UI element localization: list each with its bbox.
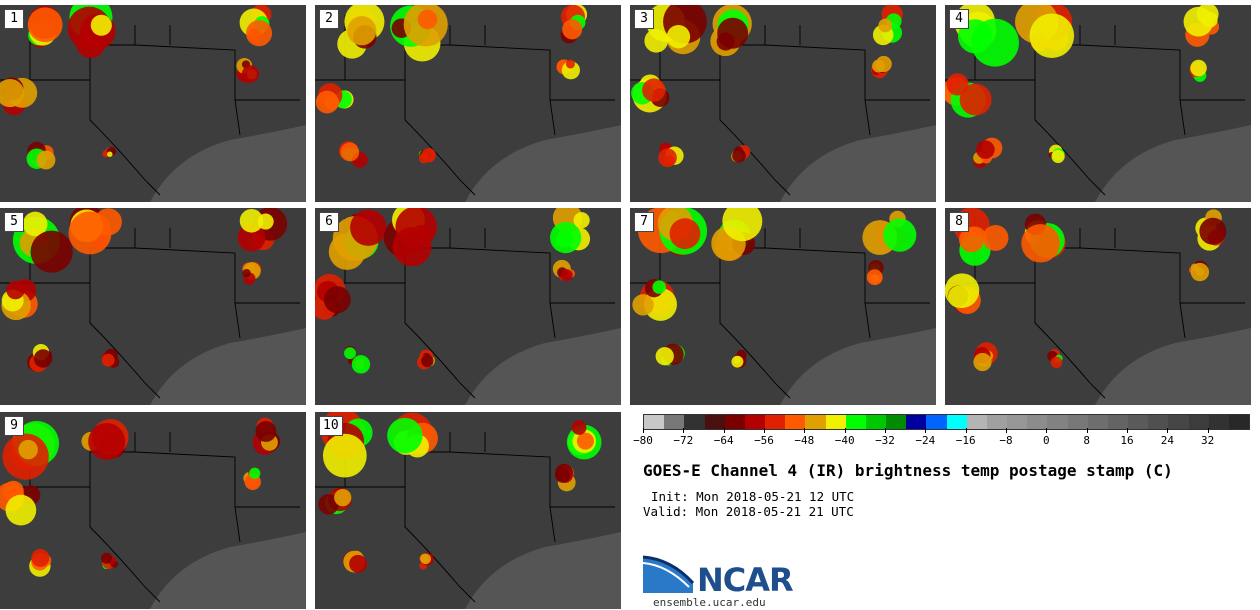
colorbar-tick-label: 0 [1043, 434, 1050, 447]
panel-label: 9 [4, 416, 24, 436]
colorbar-tick-label: −32 [875, 434, 895, 447]
colorbar-tick [804, 428, 806, 433]
ir-map [315, 5, 621, 202]
colorbar-tick-label: −64 [713, 434, 734, 447]
colorbar-tick-label: 24 [1160, 434, 1174, 447]
ncar-logo-icon [643, 555, 695, 593]
stamp-panel-2: 2 [315, 5, 621, 202]
colorbar-bin [1047, 415, 1068, 429]
panel-label: 1 [4, 9, 24, 29]
colorbar-bin [644, 415, 665, 429]
stamp-panel-3: 3 [630, 5, 936, 202]
colorbar-tick [643, 428, 644, 433]
colorbar-ticks: −80 −72 −64 −56 −48 −40 −32 −24 −16 −8 0 8 16 24 32 [633, 428, 1248, 448]
colorbar-bin [825, 415, 846, 429]
colorbar-bin [1007, 415, 1028, 429]
ir-map [0, 208, 306, 405]
stamp-panel-6: 6 [315, 208, 621, 405]
stamp-panel-7: 7 [630, 208, 936, 405]
stamp-panel-10: 10 [315, 412, 621, 609]
colorbar-bin [805, 415, 826, 429]
colorbar-tick-label: −56 [754, 434, 774, 447]
colorbar-bin [1168, 415, 1189, 429]
ir-map [945, 5, 1251, 202]
figure-title: GOES-E Channel 4 (IR) brightness temp po… [643, 461, 1173, 480]
stamp-panel-8: 8 [945, 208, 1251, 405]
colorbar-bin [1148, 415, 1169, 429]
colorbar-tick-label: 16 [1120, 434, 1134, 447]
colorbar-tick [925, 428, 927, 433]
colorbar-tick [1086, 428, 1088, 433]
ncar-logo-text: NCAR [697, 561, 794, 599]
stamp-panel-5: 5 [0, 208, 306, 405]
colorbar-tick [723, 428, 725, 433]
stamp-panel-4: 4 [945, 5, 1251, 202]
colorbar-bin [845, 415, 866, 429]
panel-label: 5 [4, 212, 24, 232]
colorbar-tick [1006, 428, 1007, 433]
colorbar-tick [1207, 428, 1209, 433]
colorbar-bin [865, 415, 887, 429]
colorbar-tick [683, 428, 685, 433]
colorbar-tick [1167, 428, 1169, 433]
ir-map [315, 208, 621, 405]
ir-map [630, 5, 936, 202]
stamp-panel-1: 1 [0, 5, 306, 202]
panel-label: 4 [949, 9, 969, 29]
ir-map [945, 208, 1251, 405]
colorbar-bin [1188, 415, 1209, 429]
colorbar-tick [1046, 428, 1048, 433]
colorbar-bin [1107, 415, 1129, 429]
colorbar-tick-label: 32 [1201, 434, 1215, 447]
colorbar-bin [926, 415, 947, 429]
colorbar-bin [724, 415, 745, 429]
colorbar-tick [844, 428, 846, 433]
colorbar-tick-label: −72 [673, 434, 694, 447]
valid-time: Valid: Mon 2018-05-21 21 UTC [643, 504, 854, 519]
panel-label: 3 [634, 9, 654, 29]
panel-label: 2 [319, 9, 339, 29]
colorbar-tick [965, 428, 967, 433]
colorbar-bin [1228, 415, 1250, 429]
panel-label: 8 [949, 212, 969, 232]
colorbar-tick [1127, 428, 1128, 433]
colorbar-bin [785, 415, 806, 429]
colorbar-bin [1087, 415, 1108, 429]
colorbar-bin [946, 415, 967, 429]
colorbar-bin [765, 415, 786, 429]
stamp-panel-9: 9 [0, 412, 306, 609]
colorbar-bin [704, 415, 725, 429]
panel-label: 10 [319, 416, 343, 436]
colorbar-tick [885, 428, 886, 433]
site-url: ensemble.ucar.edu [653, 596, 766, 609]
colorbar-tick-label: −40 [834, 434, 855, 447]
colorbar-bin [1067, 415, 1088, 429]
colorbar-bin [906, 415, 927, 429]
colorbar-bin [886, 415, 907, 429]
temperature-colorbar [643, 414, 1250, 430]
ir-map [0, 412, 306, 609]
colorbar-bin [1128, 415, 1149, 429]
colorbar-bin [1027, 415, 1048, 429]
init-time: Init: Mon 2018-05-21 12 UTC [651, 489, 855, 504]
colorbar-tick-label: 8 [1083, 434, 1090, 447]
colorbar-bin [1208, 415, 1229, 429]
colorbar-tick [764, 428, 765, 433]
colorbar-bin [684, 415, 705, 429]
colorbar-tick-label: −16 [955, 434, 976, 447]
colorbar-bin [966, 415, 987, 429]
colorbar-tick-label: −24 [915, 434, 936, 447]
colorbar-bin [986, 415, 1008, 429]
colorbar-tick-label: −8 [999, 434, 1013, 447]
panel-label: 7 [634, 212, 654, 232]
ir-map [315, 412, 621, 609]
colorbar-tick-label: −80 [633, 434, 653, 447]
panel-label: 6 [319, 212, 339, 232]
colorbar-bin [744, 415, 766, 429]
ir-map [0, 5, 306, 202]
ir-map [630, 208, 936, 405]
colorbar-bin [664, 415, 685, 429]
colorbar-tick-label: −48 [794, 434, 815, 447]
